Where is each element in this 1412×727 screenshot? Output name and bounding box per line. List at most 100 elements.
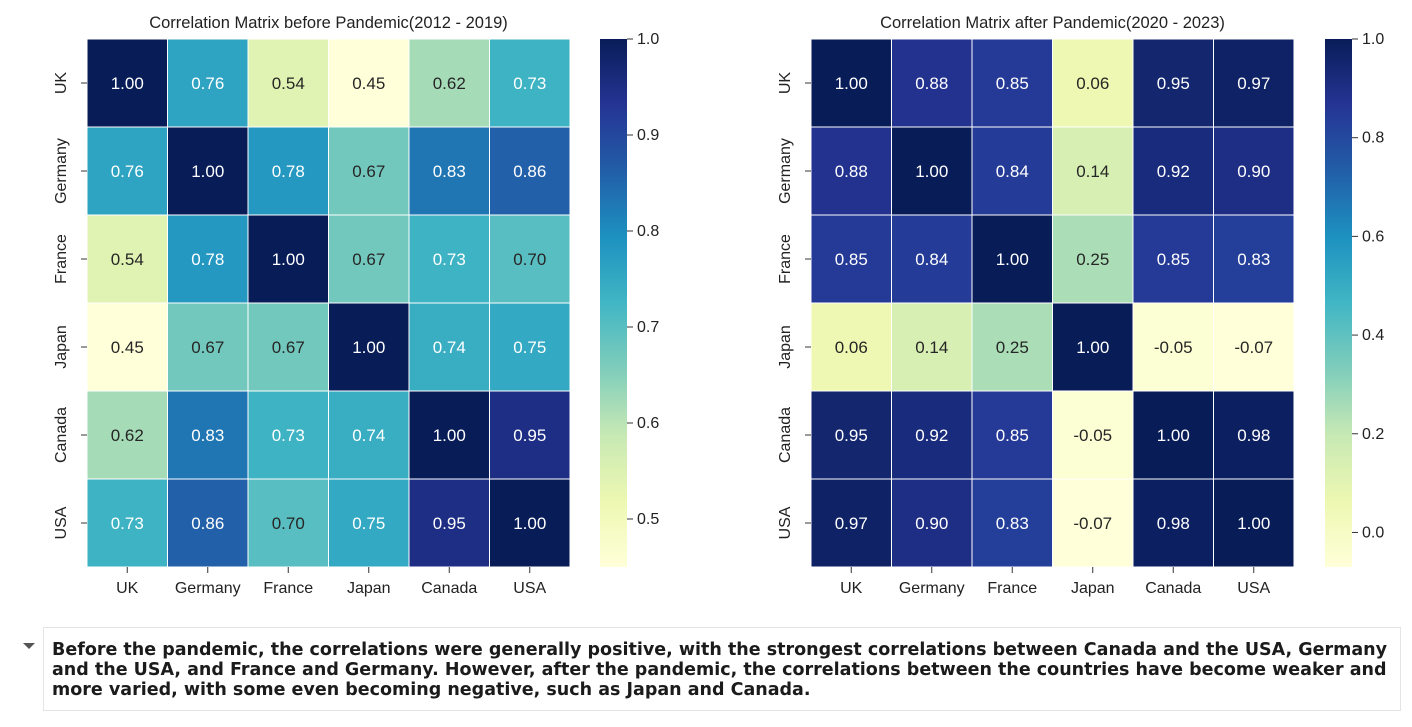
data-label: 1.00 — [1076, 338, 1109, 357]
heatmap-cell — [408, 478, 490, 568]
data-label: 0.70 — [513, 250, 546, 269]
heatmap-cell — [167, 302, 249, 392]
data-label: 0.85 — [996, 74, 1029, 93]
heatmap-cell — [328, 390, 410, 480]
colorbar-tick-label: 0.5 — [637, 511, 659, 528]
data-label: 0.83 — [996, 514, 1029, 533]
data-label: 0.90 — [1237, 162, 1270, 181]
heatmap-cell — [1132, 38, 1214, 128]
x-tick-label: USA — [1237, 580, 1270, 597]
heatmap-cell — [247, 302, 329, 392]
heatmap-cell — [86, 302, 168, 392]
colorbar-tick-label: 0.8 — [637, 223, 659, 240]
colorbar-tick-label: 0.4 — [1362, 327, 1384, 344]
data-label: 0.14 — [1076, 162, 1109, 181]
x-tick-label: UK — [840, 580, 863, 597]
heatmap-cell — [408, 38, 490, 128]
data-label: 0.84 — [996, 162, 1029, 181]
heatmap-cell — [408, 214, 490, 304]
heatmap-cell — [328, 126, 410, 216]
y-tick-label: Japan — [777, 325, 794, 369]
data-label: 0.67 — [272, 338, 305, 357]
heatmap-cell — [489, 390, 571, 480]
data-label: 1.00 — [1157, 426, 1190, 445]
heatmap-cell — [1213, 390, 1295, 480]
data-label: 0.67 — [191, 338, 224, 357]
caret-down-icon[interactable] — [18, 635, 40, 657]
data-label: 0.95 — [1157, 74, 1190, 93]
heatmap-cell — [328, 302, 410, 392]
data-label: 0.78 — [191, 250, 224, 269]
heatmap-cell — [86, 214, 168, 304]
y-tick-label: Canada — [777, 407, 794, 463]
data-label: 0.84 — [915, 250, 948, 269]
heatmap-cell — [1052, 214, 1134, 304]
data-label: 0.14 — [915, 338, 948, 357]
data-label: -0.05 — [1073, 426, 1112, 445]
x-tick-label: Germany — [899, 580, 965, 597]
data-label: -0.05 — [1154, 338, 1193, 357]
heatmap-after-pandemic: Correlation Matrix after Pandemic(2020 -… — [777, 14, 1384, 597]
colorbar-tick-label: 1.0 — [637, 31, 659, 48]
heatmap-cell — [489, 38, 571, 128]
heatmap-cell — [891, 390, 973, 480]
y-tick-label: UK — [53, 72, 70, 95]
colorbar-tick-label: 0.6 — [637, 415, 659, 432]
data-label: 0.95 — [835, 426, 868, 445]
data-label: 0.76 — [191, 74, 224, 93]
data-label: 0.75 — [352, 514, 385, 533]
summary-text: Before the pandemic, the correlations we… — [52, 640, 1388, 700]
colorbar-tick-label: 0.9 — [637, 127, 659, 144]
data-label: 0.45 — [111, 338, 144, 357]
data-label: 0.25 — [996, 338, 1029, 357]
data-label: 1.00 — [996, 250, 1029, 269]
heatmap-cell — [167, 38, 249, 128]
data-label: 0.62 — [111, 426, 144, 445]
data-label: 1.00 — [513, 514, 546, 533]
data-label: 0.92 — [915, 426, 948, 445]
heatmap-cell — [328, 38, 410, 128]
colorbar-tick-label: 0.6 — [1362, 228, 1384, 245]
heatmap-cell — [810, 126, 892, 216]
y-tick-label: Germany — [53, 138, 70, 204]
data-label: 1.00 — [272, 250, 305, 269]
data-label: 0.97 — [1237, 74, 1270, 93]
y-tick-label: Canada — [53, 407, 70, 463]
data-label: 0.85 — [996, 426, 1029, 445]
data-label: 0.83 — [191, 426, 224, 445]
heatmap-cell — [489, 214, 571, 304]
data-label: 0.25 — [1076, 250, 1109, 269]
data-label: 1.00 — [835, 74, 868, 93]
chart-title: Correlation Matrix after Pandemic(2020 -… — [880, 14, 1225, 32]
data-label: 0.54 — [111, 250, 144, 269]
x-tick-label: Canada — [1145, 580, 1201, 597]
data-label: 0.73 — [513, 74, 546, 93]
data-label: 0.73 — [433, 250, 466, 269]
heatmap-cell — [891, 214, 973, 304]
data-label: 0.76 — [111, 162, 144, 181]
data-label: -0.07 — [1234, 338, 1273, 357]
heatmap-cell — [1052, 478, 1134, 568]
heatmap-cell — [810, 214, 892, 304]
markdown-cell: Before the pandemic, the correlations we… — [18, 627, 1402, 713]
x-tick-label: France — [263, 580, 313, 597]
data-label: 0.67 — [352, 162, 385, 181]
x-tick-label: USA — [513, 580, 546, 597]
heatmap-cell — [971, 390, 1053, 480]
heatmap-cell — [1052, 390, 1134, 480]
colorbar-tick-label: 1.0 — [1362, 31, 1384, 48]
data-label: 0.62 — [433, 74, 466, 93]
heatmap-cell — [86, 390, 168, 480]
data-label: 1.00 — [433, 426, 466, 445]
data-label: 0.98 — [1157, 514, 1190, 533]
x-tick-label: UK — [116, 580, 139, 597]
data-label: 0.95 — [513, 426, 546, 445]
data-label: 1.00 — [915, 162, 948, 181]
data-label: -0.07 — [1073, 514, 1112, 533]
heatmap-cell — [891, 126, 973, 216]
x-tick-label: Japan — [1071, 580, 1115, 597]
heatmap-cell — [247, 38, 329, 128]
data-label: 0.85 — [1157, 250, 1190, 269]
data-label: 0.85 — [835, 250, 868, 269]
colorbar — [600, 39, 627, 567]
